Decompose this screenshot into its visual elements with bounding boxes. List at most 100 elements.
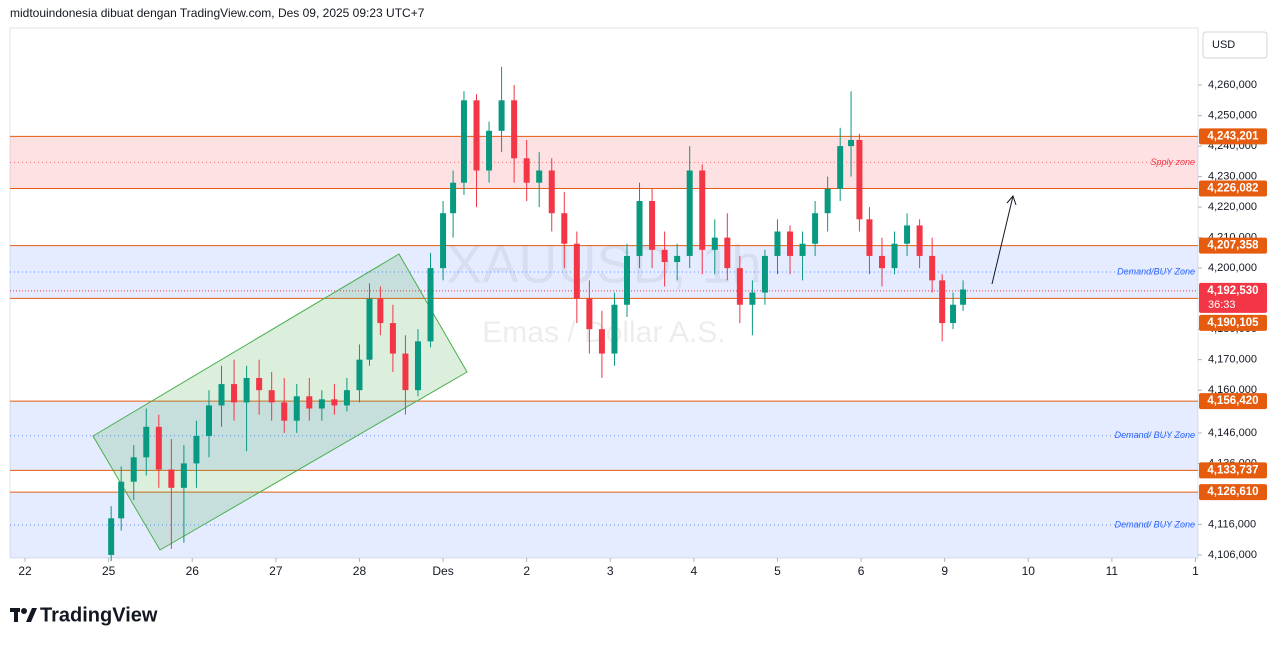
candle-body bbox=[414, 341, 421, 391]
candle-body bbox=[856, 139, 863, 220]
candle-body bbox=[848, 139, 855, 147]
candle-body bbox=[306, 396, 313, 409]
candle-body bbox=[548, 170, 555, 214]
candle-body bbox=[155, 426, 162, 470]
candle-body bbox=[699, 170, 706, 250]
level-label-box bbox=[1199, 393, 1267, 410]
x-tick-label: 3 bbox=[607, 564, 614, 578]
candle-body bbox=[799, 243, 806, 256]
y-tick-label: 4,146,000 bbox=[1208, 427, 1257, 439]
candle-body bbox=[561, 213, 568, 244]
x-tick-label: 4 bbox=[691, 564, 698, 578]
y-tick-label: 4,260,000 bbox=[1208, 79, 1257, 91]
arrow-head bbox=[1006, 195, 1017, 206]
y-tick-label: 4,220,000 bbox=[1208, 201, 1257, 213]
x-tick-label: 25 bbox=[102, 564, 116, 578]
candle-body bbox=[939, 280, 946, 324]
current-price-box bbox=[1199, 282, 1267, 313]
candle-body bbox=[586, 298, 593, 330]
zone-label: Demand/ BUY Zone bbox=[1115, 430, 1195, 440]
candle-body bbox=[523, 158, 530, 183]
candle-body bbox=[711, 237, 718, 250]
candle-body bbox=[450, 182, 457, 214]
candle-body bbox=[812, 213, 819, 244]
candle-body bbox=[904, 225, 911, 244]
candle-body bbox=[891, 243, 898, 269]
level-label: 4,226,082 bbox=[1207, 183, 1258, 195]
candle-body bbox=[866, 219, 873, 256]
watermark-symbol: XAUUSD, 1h bbox=[446, 234, 761, 294]
logo-mark bbox=[10, 608, 37, 622]
candle-body bbox=[636, 201, 643, 256]
level-label-box bbox=[1199, 314, 1267, 331]
candle-body bbox=[143, 426, 150, 458]
zone bbox=[10, 492, 1198, 558]
x-tick-label: 22 bbox=[18, 564, 32, 578]
candle-body bbox=[168, 469, 175, 488]
candle-body bbox=[878, 255, 885, 269]
zone-label: Demand/BUY Zone bbox=[1117, 266, 1195, 276]
candle-body bbox=[118, 481, 125, 519]
axes: 4,260,0004,250,0004,240,0004,230,0004,22… bbox=[18, 79, 1267, 578]
y-tick-label: 4,170,000 bbox=[1208, 354, 1257, 366]
candle-body bbox=[686, 170, 693, 256]
y-tick-label: 4,106,000 bbox=[1208, 549, 1257, 561]
candle-body bbox=[231, 384, 238, 403]
candle-body bbox=[611, 304, 618, 354]
currency: USD bbox=[1212, 39, 1235, 51]
candle-body bbox=[205, 405, 212, 436]
x-tick-label: Des bbox=[432, 564, 453, 578]
candle-body bbox=[511, 100, 518, 159]
candle-body bbox=[402, 353, 409, 391]
candle-body bbox=[598, 329, 605, 354]
candle-body bbox=[761, 255, 768, 293]
logo-text: TradingView bbox=[40, 604, 158, 626]
candle-body bbox=[929, 255, 936, 281]
candle-body bbox=[389, 323, 396, 354]
candle-body bbox=[108, 518, 115, 555]
candle-body bbox=[180, 463, 187, 488]
candle-body bbox=[960, 289, 967, 305]
level-label-box bbox=[1199, 462, 1267, 479]
candle-body bbox=[649, 201, 656, 250]
candle-body bbox=[724, 237, 731, 269]
x-tick-label: 11 bbox=[1106, 564, 1119, 578]
level-label: 4,207,358 bbox=[1207, 240, 1259, 252]
chart-frame bbox=[9, 27, 1199, 559]
x-tick-label: 6 bbox=[858, 564, 865, 578]
candle-body bbox=[749, 292, 756, 305]
zone-label: Spply zone bbox=[1150, 157, 1195, 167]
candle-body bbox=[623, 255, 630, 305]
level-label-box bbox=[1199, 237, 1267, 254]
candle-body bbox=[460, 100, 467, 183]
zones: Spply zone Demand/BUY Zone Demand/ BUY Zon… bbox=[10, 135, 1198, 558]
y-tick-label: 4,160,000 bbox=[1208, 384, 1257, 396]
x-tick-label: 26 bbox=[186, 564, 200, 578]
candle-body bbox=[787, 231, 794, 256]
candle-body bbox=[318, 399, 325, 409]
candle-body bbox=[498, 100, 505, 131]
candle-body bbox=[377, 298, 384, 324]
level-label: 4,126,610 bbox=[1207, 486, 1258, 498]
candle-body bbox=[243, 377, 250, 403]
candle-body bbox=[331, 399, 338, 406]
candle-body bbox=[440, 213, 447, 269]
header: midtouindonesia dibuat dengan TradingVie… bbox=[10, 6, 425, 20]
x-tick-label: 5 bbox=[774, 564, 781, 578]
zone bbox=[10, 136, 1198, 189]
candle-body bbox=[256, 377, 263, 391]
current-price-label: 4,192,530 bbox=[1207, 285, 1258, 297]
candle-body bbox=[218, 384, 225, 406]
level-label: 4,243,201 bbox=[1207, 130, 1259, 142]
candle-body bbox=[293, 396, 300, 421]
y-tick-label: 4,116,000 bbox=[1208, 518, 1256, 530]
candle-body bbox=[661, 249, 668, 263]
zone-label: Demand/ BUY Zone bbox=[1115, 519, 1195, 529]
y-tick-label: 4,250,000 bbox=[1208, 109, 1257, 121]
arrow bbox=[991, 195, 1014, 285]
currency-button[interactable] bbox=[1202, 31, 1268, 59]
level-label-box bbox=[1199, 128, 1267, 145]
